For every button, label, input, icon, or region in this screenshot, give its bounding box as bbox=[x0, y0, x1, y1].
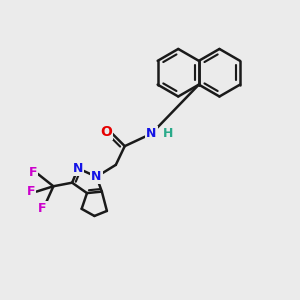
Text: N: N bbox=[91, 170, 102, 183]
Text: F: F bbox=[29, 166, 38, 179]
Text: F: F bbox=[38, 202, 47, 215]
Text: N: N bbox=[73, 162, 83, 175]
Text: F: F bbox=[27, 185, 35, 198]
Text: H: H bbox=[163, 127, 173, 140]
Text: N: N bbox=[146, 127, 157, 140]
Text: O: O bbox=[100, 125, 112, 139]
